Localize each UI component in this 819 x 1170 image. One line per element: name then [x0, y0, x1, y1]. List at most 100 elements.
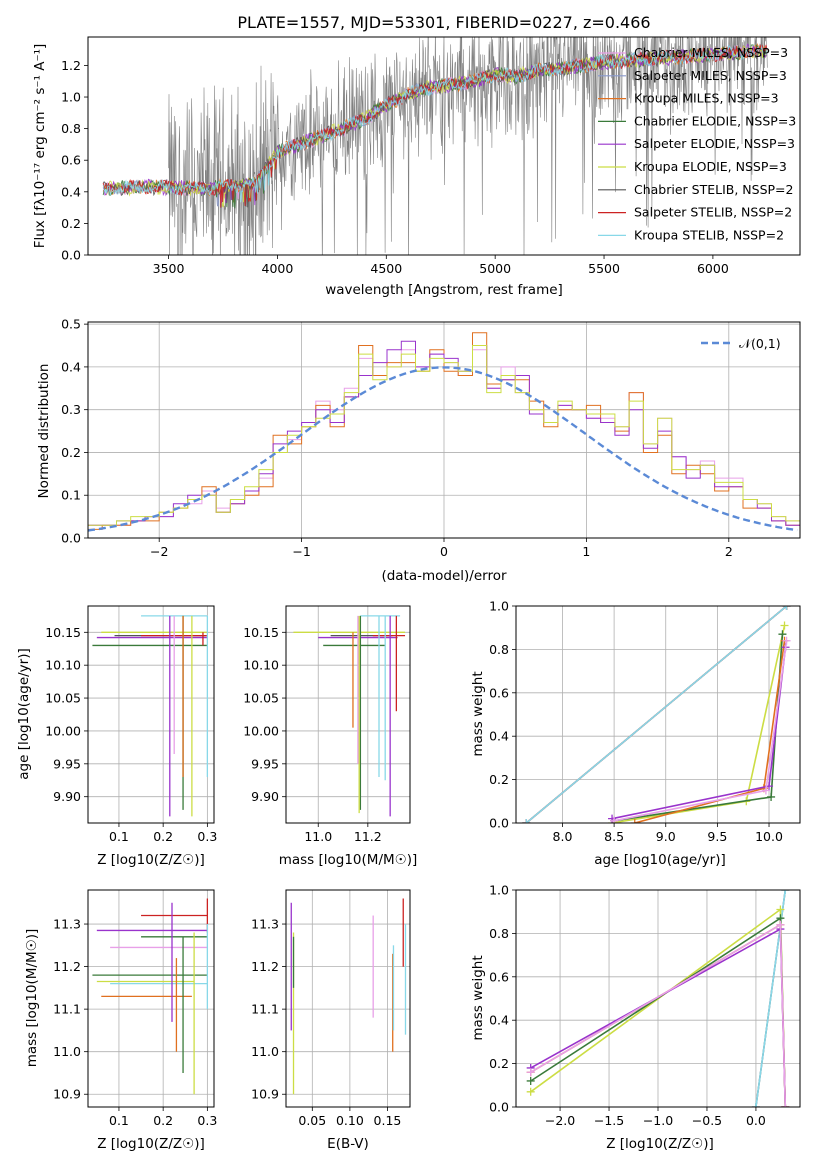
y-tick-label: 0.4: [489, 1013, 509, 1028]
x-tick-label: 4500: [370, 261, 402, 276]
age-mass-xlabel: mass [log10(M/M☉)]: [279, 852, 418, 868]
y-tick-label: 11.3: [251, 917, 279, 932]
x-tick-label: 5000: [479, 261, 511, 276]
x-tick-label: −1.0: [643, 1113, 673, 1128]
x-tick-label: −1.5: [594, 1113, 624, 1128]
legend-label: Salpeter MILES, NSSP=3: [634, 68, 787, 83]
mass-vs-ebv-panel: 0.05 0.10 0.15 10.9 11.0 11.1 11.2 11.3: [251, 889, 411, 1128]
y-tick-label: 0.0: [489, 1100, 509, 1115]
spectrum-title: PLATE=1557, MJD=53301, FIBERID=0227, z=0…: [237, 13, 650, 32]
plus-marker: [767, 792, 776, 801]
x-tick-label: −0.5: [692, 1113, 722, 1128]
x-tick-label: 9.5: [707, 829, 727, 844]
hist-step-kroupa-miles: [88, 332, 800, 538]
axes-frame: [285, 605, 411, 824]
plot-area: [88, 332, 800, 538]
y-tick-label: 0.0: [489, 816, 509, 831]
x-tick-label: 0.15: [374, 1113, 402, 1128]
y-tick-label: 0.4: [489, 729, 509, 744]
x-tick-label: 1: [582, 544, 590, 559]
axes-frame: [285, 889, 411, 1108]
y-tick-label: 0.8: [489, 642, 509, 657]
y-tick-label: 0.1: [61, 488, 81, 503]
y-tick-label: 0.4: [61, 184, 81, 199]
plus-marker: [610, 816, 619, 823]
y-tick-label: 1.2: [61, 58, 81, 73]
age-vs-z-panel: 0.1 0.2 0.3 9.90 9.95 10.00 10.05 10.10 10.15: [45, 605, 217, 844]
axes-frame: [515, 889, 801, 1108]
y-tick-label: 1.0: [61, 90, 81, 105]
x-tick-label: 0.3: [197, 829, 217, 844]
y-tick-label: 0.2: [489, 1056, 509, 1071]
plot-area: [293, 615, 406, 817]
x-tick-label: 0.2: [153, 829, 173, 844]
y-tick-label: 0.6: [489, 969, 509, 984]
y-tick-label: 9.95: [251, 756, 279, 771]
y-tick-label: 11.1: [251, 1002, 279, 1017]
plus-marker: [782, 606, 791, 610]
plot-area: [92, 615, 209, 817]
axes-frame: [515, 605, 801, 824]
y-tick-label: 0.3: [61, 402, 81, 417]
y-tick-label: 10.10: [243, 658, 279, 673]
y-tick-label: 0.2: [489, 772, 509, 787]
mass-z-xlabel: Z [log10(Z/Z☉)]: [97, 1136, 205, 1152]
x-tick-label: 0: [440, 544, 448, 559]
legend-label: Kroupa ELODIE, NSSP=3: [634, 159, 787, 174]
mass-weight-line: [525, 606, 788, 823]
y-tick-label: 9.90: [251, 789, 279, 804]
x-tick-label: 0.2: [153, 1113, 173, 1128]
plus-marker: [776, 905, 785, 914]
plot-area: [526, 890, 790, 1107]
x-tick-label: 0.1: [109, 1113, 129, 1128]
plus-marker: [526, 1076, 535, 1085]
axes-frame: [87, 605, 215, 824]
x-tick-label: −2.0: [545, 1113, 575, 1128]
y-tick-label: 10.10: [45, 658, 81, 673]
legend-label: Kroupa STELIB, NSSP=2: [634, 227, 784, 242]
mass-weight-line: [611, 647, 787, 820]
x-tick-label: 3500: [153, 261, 185, 276]
y-tick-label: 11.3: [53, 917, 81, 932]
plus-marker: [780, 621, 789, 630]
mass-vs-z-panel: 0.1 0.2 0.3 10.9 11.0 11.1 11.2 11.3: [53, 889, 217, 1128]
y-tick-label: 0.4: [61, 359, 81, 374]
x-tick-label: 8.5: [604, 829, 624, 844]
x-tick-label: 4000: [262, 261, 294, 276]
x-tick-label: 0.3: [197, 1113, 217, 1128]
plot-area: [102, 37, 768, 255]
spectrum-legend: Chabrier MILES, NSSP=3 Salpeter MILES, NS…: [598, 45, 796, 242]
x-tick-label: 8.0: [553, 829, 573, 844]
age-z-xlabel: Z [log10(Z/Z☉)]: [97, 852, 205, 868]
y-tick-label: 0.6: [61, 153, 81, 168]
mw-z-xlabel: Z [log10(Z/Z☉)]: [606, 1136, 714, 1152]
y-tick-label: 10.05: [45, 691, 81, 706]
spectrum-ylabel: Flux [fλ10⁻¹⁷ erg cm⁻² s⁻¹ A⁻¹]: [32, 44, 48, 249]
gaussian-legend-label: 𝒩(0,1): [739, 336, 781, 351]
plus-marker: [776, 920, 785, 929]
legend-label: Chabrier MILES, NSSP=3: [634, 45, 788, 60]
legend-label: Salpeter ELODIE, NSSP=3: [634, 136, 795, 151]
y-tick-label: 10.15: [45, 625, 81, 640]
plus-marker: [778, 630, 787, 639]
massweight-vs-z-panel: −2.0 −1.5 −1.0 −0.5 0.0 0.0 0.2 0.4 0.6 0.8 1.0: [489, 883, 801, 1128]
x-tick-label: 6000: [697, 261, 729, 276]
x-tick-label: 0.10: [336, 1113, 364, 1128]
y-tick-label: 1.0: [489, 883, 509, 898]
plot-area: [522, 606, 791, 823]
plot-area: [290, 898, 407, 1095]
x-tick-label: 0.05: [298, 1113, 326, 1128]
x-tick-label: 0.1: [109, 829, 129, 844]
y-tick-label: 0.6: [489, 685, 509, 700]
y-tick-label: 10.05: [243, 691, 279, 706]
y-tick-label: 10.9: [53, 1087, 81, 1102]
x-tick-label: −1: [292, 544, 310, 559]
plus-marker: [761, 786, 770, 795]
mw-z-ylabel: mass weight: [470, 955, 486, 1040]
axes-frame: [87, 321, 801, 539]
spectrum-panel: 3500 4000 4500 5000 5500 6000 0.0 0.2 0.4 0.6 0.8 1…: [61, 36, 801, 276]
x-tick-label: 0.0: [746, 1113, 766, 1128]
massweight-vs-age-panel: 8.0 8.5 9.0 9.5 10.0 0.0 0.2 0.4 0.6 0.8 1.0: [489, 599, 801, 844]
gaussian-curve: [88, 366, 798, 532]
